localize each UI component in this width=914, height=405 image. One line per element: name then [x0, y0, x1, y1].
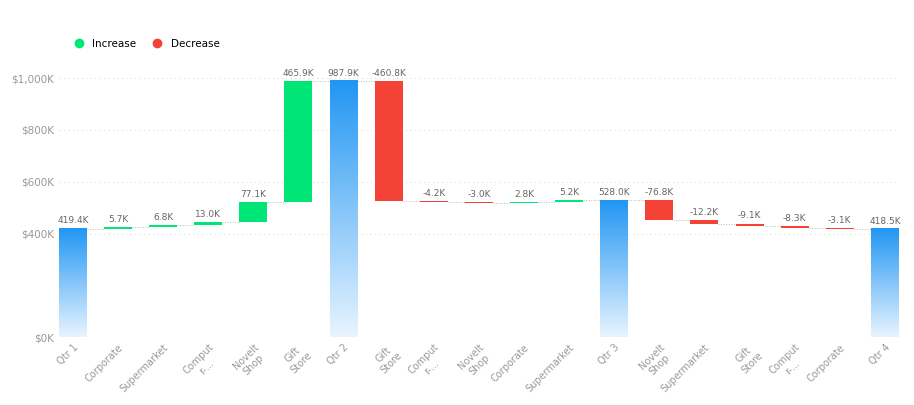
Text: -3.0K: -3.0K [467, 190, 491, 198]
Text: 77.1K: 77.1K [240, 190, 266, 199]
Text: 13.0K: 13.0K [196, 210, 221, 219]
Text: 987.9K: 987.9K [327, 69, 359, 78]
Text: 2.8K: 2.8K [514, 190, 534, 199]
Bar [284, 81, 313, 202]
Bar [194, 222, 222, 225]
Bar [104, 227, 132, 228]
Text: -76.8K: -76.8K [644, 188, 674, 197]
Text: 6.8K: 6.8K [153, 213, 173, 222]
Bar [781, 226, 809, 228]
Text: -460.8K: -460.8K [371, 69, 406, 78]
Bar [555, 200, 583, 202]
Text: -4.2K: -4.2K [422, 189, 445, 198]
Bar [825, 228, 854, 229]
Text: 528.0K: 528.0K [599, 188, 630, 197]
Text: -3.1K: -3.1K [828, 216, 852, 225]
Text: 465.9K: 465.9K [282, 69, 314, 78]
Bar [375, 81, 402, 200]
Bar [149, 225, 177, 227]
Bar [690, 220, 718, 224]
Text: -9.1K: -9.1K [738, 211, 761, 220]
Text: 418.5K: 418.5K [869, 217, 900, 226]
Text: 5.2K: 5.2K [559, 188, 579, 197]
Text: -8.3K: -8.3K [783, 214, 806, 223]
Bar [239, 202, 267, 222]
Text: -12.2K: -12.2K [690, 208, 719, 217]
Bar [420, 200, 448, 202]
Bar [736, 224, 763, 226]
Legend: Increase, Decrease: Increase, Decrease [64, 34, 224, 53]
Text: 5.7K: 5.7K [108, 215, 128, 224]
Text: 419.4K: 419.4K [57, 217, 89, 226]
Bar [645, 200, 674, 220]
